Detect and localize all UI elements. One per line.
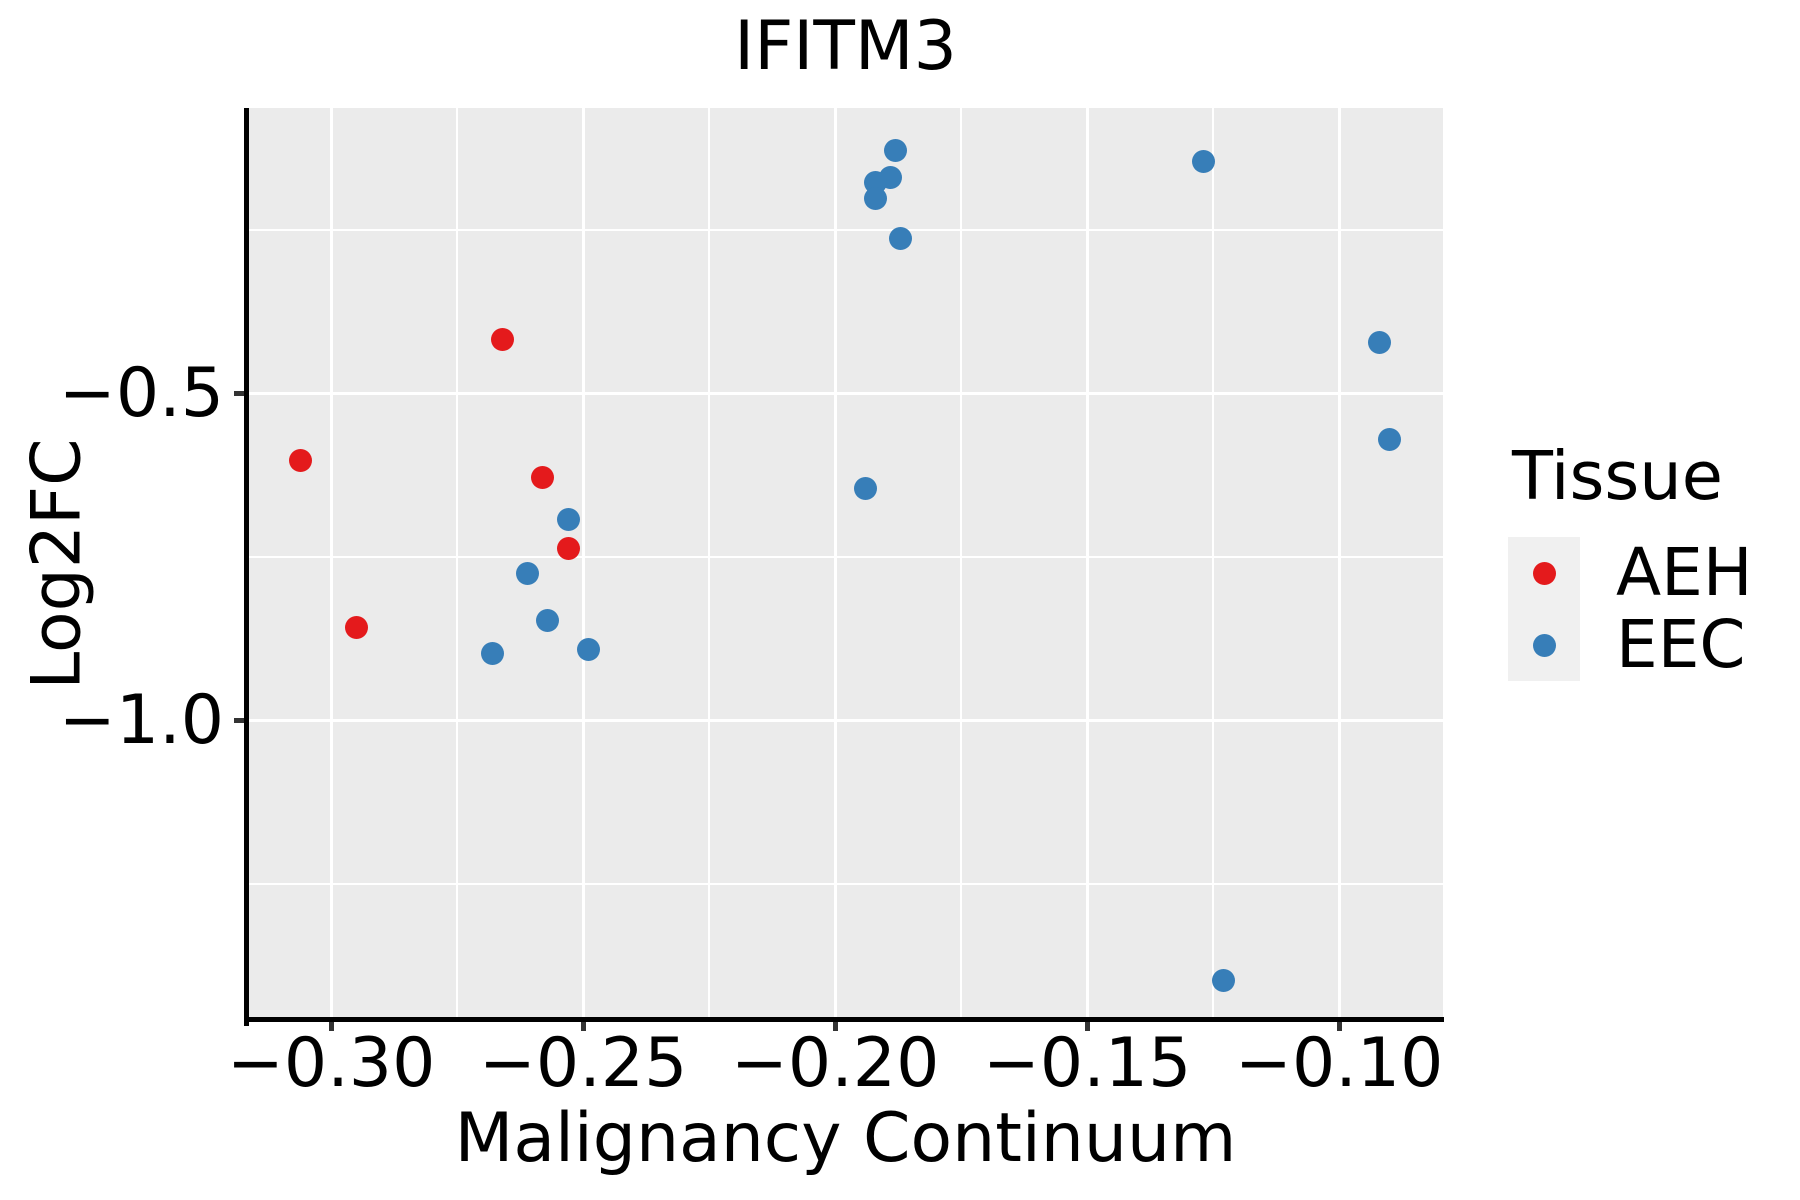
x-tick-label: −0.25 [478,1024,688,1103]
data-point-eec [1378,427,1402,451]
x-major-gridline [581,108,585,1020]
eec-marker-icon [1532,633,1556,657]
y-tick-mark [234,718,244,724]
data-point-eec [556,508,580,532]
legend-item-label: AEH [1616,534,1753,612]
y-axis-title: Log2FC [17,438,97,690]
x-minor-gridline [456,108,459,1020]
x-minor-gridline [708,108,711,1020]
y-tick-label: −0.5 [58,353,224,433]
x-tick-mark [328,1022,334,1031]
x-major-gridline [329,108,333,1020]
data-point-aeh [289,448,313,472]
x-tick-label: −0.20 [730,1024,940,1103]
y-minor-gridline [248,883,1443,886]
data-point-eec [480,642,504,666]
x-tick-mark [1336,1022,1342,1031]
y-tick-mark [234,391,244,397]
plot-title: IFITM3 [734,7,957,86]
legend-key [1508,537,1580,610]
y-axis-line [244,108,249,1026]
x-tick-mark [580,1022,586,1031]
aeh-marker-icon [1532,561,1556,585]
x-minor-gridline [960,108,963,1020]
data-point-aeh [531,466,555,490]
data-point-eec [1211,969,1235,993]
y-major-gridline [248,392,1443,396]
legend-items: AEH EEC [1508,534,1753,684]
data-point-eec [1191,150,1215,174]
y-minor-gridline [248,229,1443,232]
x-major-gridline [833,108,837,1020]
x-major-gridline [1337,108,1341,1020]
data-point-aeh [491,328,515,352]
data-point-eec [863,186,887,210]
y-tick-label: −1.0 [58,680,224,760]
data-point-eec [576,637,600,661]
legend-item-eec: EEC [1508,606,1752,684]
x-tick-label: −0.15 [982,1024,1192,1103]
data-point-aeh [556,537,580,561]
x-major-gridline [1085,108,1089,1020]
legend-key [1508,609,1580,682]
x-minor-gridline [1212,108,1215,1020]
legend-item-label: EEC [1616,606,1746,684]
y-minor-gridline [248,556,1443,559]
x-axis-title: Malignancy Continuum [454,1099,1237,1178]
data-point-eec [853,476,877,500]
legend-title: Tissue [1512,437,1723,515]
data-point-eec [516,561,540,585]
data-point-eec [889,226,913,250]
data-point-eec [536,609,560,633]
x-axis-line [244,1017,1444,1022]
legend: Tissue AEH EEC [1508,437,1753,684]
x-tick-label: −0.30 [226,1024,436,1103]
x-tick-mark [832,1022,838,1031]
legend-item-aeh: AEH [1508,534,1753,612]
y-major-gridline [248,719,1443,723]
plot-panel [248,108,1443,1020]
x-tick-mark [1084,1022,1090,1031]
x-tick-label: −0.10 [1234,1024,1444,1103]
data-point-aeh [344,615,368,639]
data-point-eec [1367,331,1391,355]
data-point-eec [884,138,908,162]
